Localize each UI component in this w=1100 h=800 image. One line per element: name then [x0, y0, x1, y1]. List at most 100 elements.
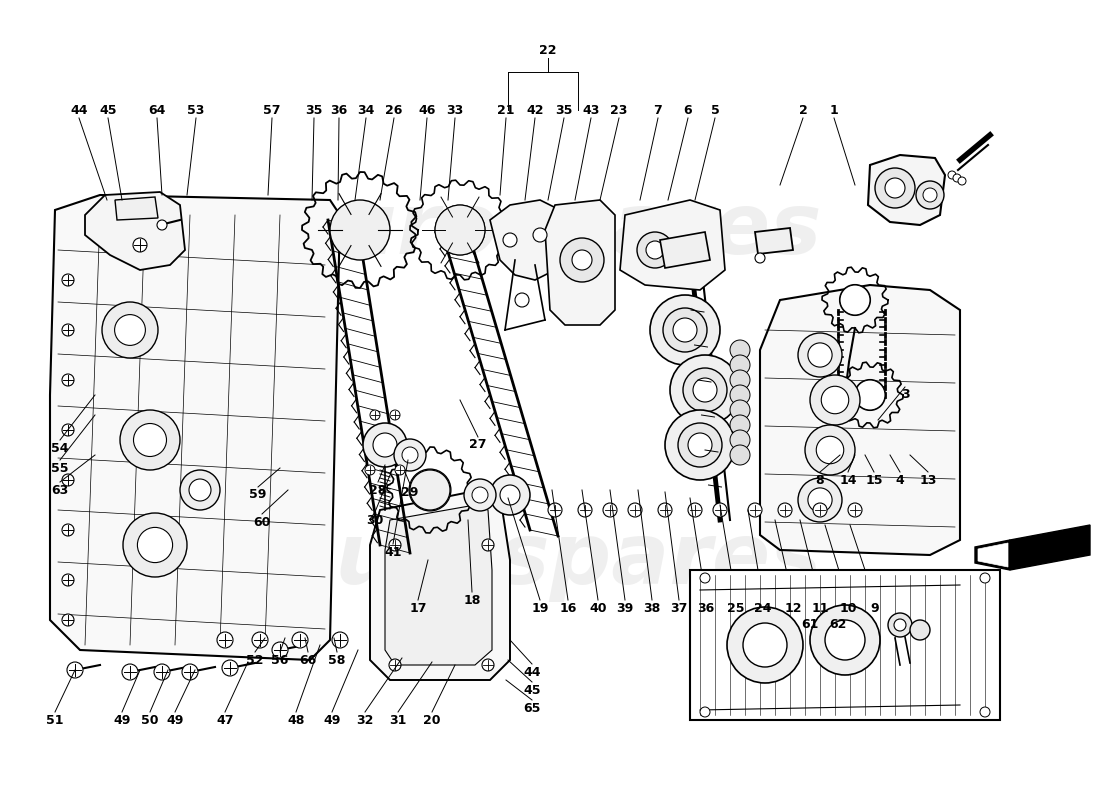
Text: 44: 44: [70, 103, 88, 117]
Circle shape: [688, 503, 702, 517]
Circle shape: [436, 206, 485, 254]
Text: 64: 64: [148, 103, 166, 117]
Text: 48: 48: [287, 714, 305, 726]
Circle shape: [807, 488, 832, 512]
Circle shape: [628, 503, 642, 517]
Circle shape: [534, 228, 547, 242]
Circle shape: [390, 410, 400, 420]
Circle shape: [332, 632, 348, 648]
Text: 54: 54: [52, 442, 68, 454]
Circle shape: [572, 250, 592, 270]
Circle shape: [798, 333, 842, 377]
Circle shape: [67, 662, 82, 678]
Text: 59: 59: [250, 489, 266, 502]
Circle shape: [730, 370, 750, 390]
Circle shape: [663, 308, 707, 352]
Circle shape: [658, 503, 672, 517]
Text: eurospares: eurospares: [277, 518, 823, 602]
Polygon shape: [760, 285, 960, 555]
Polygon shape: [755, 228, 793, 254]
Circle shape: [122, 664, 138, 680]
Text: 3: 3: [901, 389, 910, 402]
Text: 27: 27: [470, 438, 486, 451]
Circle shape: [292, 632, 308, 648]
Circle shape: [855, 380, 886, 410]
Text: 7: 7: [653, 103, 662, 117]
Text: 41: 41: [384, 546, 402, 558]
Text: eurospares: eurospares: [277, 189, 823, 271]
Text: 35: 35: [556, 103, 573, 117]
Circle shape: [683, 368, 727, 412]
Circle shape: [700, 573, 710, 583]
Circle shape: [894, 619, 906, 631]
Text: 40: 40: [590, 602, 607, 614]
Circle shape: [910, 620, 930, 640]
Circle shape: [62, 614, 74, 626]
Circle shape: [331, 202, 388, 258]
Circle shape: [62, 574, 74, 586]
Text: 45: 45: [99, 103, 117, 117]
Polygon shape: [868, 155, 945, 225]
Circle shape: [154, 664, 170, 680]
Text: 12: 12: [784, 602, 802, 614]
Circle shape: [222, 660, 238, 676]
Circle shape: [182, 664, 198, 680]
Circle shape: [133, 423, 166, 457]
Circle shape: [434, 205, 485, 255]
Circle shape: [102, 302, 158, 358]
Circle shape: [742, 623, 786, 667]
Text: 62: 62: [829, 618, 847, 631]
Circle shape: [688, 433, 712, 457]
Circle shape: [490, 475, 530, 515]
Circle shape: [389, 539, 402, 551]
Circle shape: [180, 470, 220, 510]
Circle shape: [578, 503, 592, 517]
Circle shape: [916, 181, 944, 209]
Circle shape: [646, 241, 664, 259]
Text: 4: 4: [895, 474, 904, 486]
Circle shape: [62, 324, 74, 336]
Text: 44: 44: [524, 666, 541, 678]
Circle shape: [62, 274, 74, 286]
Polygon shape: [490, 200, 560, 280]
Circle shape: [500, 485, 520, 505]
Polygon shape: [1010, 525, 1090, 570]
Text: 17: 17: [409, 602, 427, 614]
Circle shape: [886, 178, 905, 198]
Text: 33: 33: [447, 103, 463, 117]
Text: 16: 16: [559, 602, 576, 614]
Text: 35: 35: [306, 103, 322, 117]
Text: 29: 29: [402, 486, 419, 498]
Text: 46: 46: [418, 103, 436, 117]
Circle shape: [730, 430, 750, 450]
Circle shape: [730, 355, 750, 375]
Text: 61: 61: [801, 618, 818, 631]
Text: 39: 39: [616, 602, 634, 614]
Circle shape: [515, 293, 529, 307]
Circle shape: [778, 503, 792, 517]
Text: 58: 58: [328, 654, 345, 666]
Text: 11: 11: [812, 602, 828, 614]
Circle shape: [503, 233, 517, 247]
Text: 9: 9: [871, 602, 879, 614]
Text: 32: 32: [356, 714, 374, 726]
Circle shape: [189, 479, 211, 501]
Circle shape: [810, 375, 860, 425]
Text: 1: 1: [829, 103, 838, 117]
Circle shape: [727, 607, 803, 683]
Polygon shape: [660, 232, 710, 268]
Polygon shape: [50, 195, 340, 660]
Text: 14: 14: [839, 474, 857, 486]
Circle shape: [272, 642, 288, 658]
Circle shape: [402, 447, 418, 463]
Circle shape: [133, 238, 147, 252]
Circle shape: [958, 177, 966, 185]
Circle shape: [157, 220, 167, 230]
Text: 43: 43: [582, 103, 600, 117]
Text: 42: 42: [526, 103, 543, 117]
Circle shape: [114, 314, 145, 346]
Circle shape: [472, 487, 488, 503]
Text: 63: 63: [52, 483, 68, 497]
Text: 55: 55: [52, 462, 68, 474]
Circle shape: [62, 374, 74, 386]
